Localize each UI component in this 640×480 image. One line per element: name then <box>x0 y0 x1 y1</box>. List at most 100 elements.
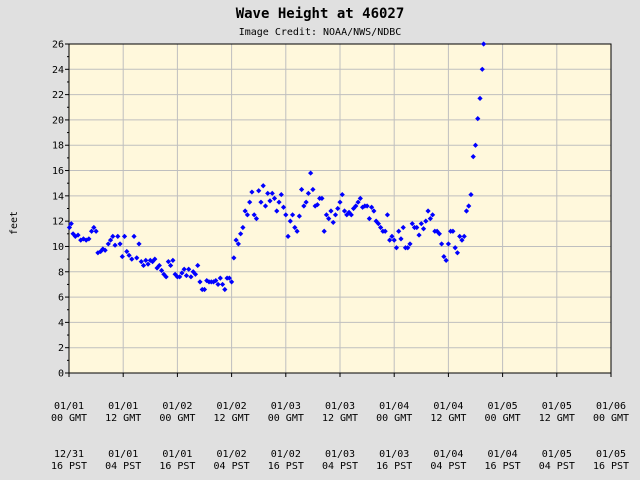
data-point <box>262 203 269 209</box>
data-point <box>337 199 343 205</box>
data-point <box>121 233 128 239</box>
data-point <box>253 216 260 222</box>
y-tick-label: 22 <box>52 90 64 101</box>
data-point <box>215 281 221 288</box>
y-tick-label: 0 <box>58 369 64 380</box>
data-point <box>294 228 300 234</box>
data-point <box>384 212 391 218</box>
data-point <box>88 228 95 234</box>
x-tick-local-date: 01/01 <box>108 449 138 460</box>
data-point <box>319 195 325 201</box>
data-point <box>112 242 118 248</box>
data-point <box>344 212 350 218</box>
data-point <box>341 208 348 214</box>
data-point <box>256 188 262 194</box>
y-tick-label: 4 <box>58 318 64 329</box>
x-tick-local-time: 16 PST <box>51 461 87 472</box>
data-point <box>107 237 114 243</box>
x-tick-gmt-date: 01/02 <box>162 401 192 412</box>
x-tick-local-date: 01/02 <box>271 449 301 460</box>
x-tick-local-date: 01/03 <box>379 449 409 460</box>
data-point <box>197 279 203 285</box>
x-tick-gmt-date: 01/03 <box>325 401 355 412</box>
data-point <box>452 245 458 251</box>
data-point <box>481 41 487 47</box>
y-tick-label: 2 <box>58 343 64 354</box>
data-point <box>425 208 431 214</box>
data-point <box>398 236 404 242</box>
x-tick-local-date: 12/31 <box>54 449 84 460</box>
data-point <box>158 267 165 274</box>
data-point <box>308 170 314 176</box>
x-tick-gmt-time: 00 GMT <box>268 413 304 424</box>
data-point <box>129 256 135 262</box>
data-point <box>86 236 92 242</box>
data-point <box>454 250 461 256</box>
x-tick-gmt-date: 01/05 <box>542 401 572 412</box>
data-point <box>192 271 199 277</box>
data-point <box>287 218 293 224</box>
y-tick-label: 12 <box>52 217 64 228</box>
x-tick-gmt-time: 12 GMT <box>322 413 358 424</box>
data-point <box>222 286 228 293</box>
data-point <box>66 224 73 231</box>
data-point <box>145 261 151 267</box>
data-point <box>393 245 400 251</box>
data-point <box>283 212 289 218</box>
data-point <box>285 233 291 239</box>
data-point <box>213 278 219 284</box>
y-tick-label: 20 <box>52 115 64 126</box>
x-tick-local-date: 01/05 <box>596 449 626 460</box>
x-tick-gmt-time: 12 GMT <box>539 413 575 424</box>
x-tick-gmt-date: 01/04 <box>379 401 409 412</box>
data-point <box>170 257 176 263</box>
data-point <box>238 231 244 237</box>
data-point <box>457 233 463 239</box>
data-point <box>117 241 123 247</box>
data-point <box>119 253 125 260</box>
data-point <box>450 228 456 234</box>
data-point <box>269 190 275 196</box>
data-point <box>396 228 402 234</box>
data-point <box>68 221 74 227</box>
data-point <box>470 154 476 160</box>
x-tick-local-date: 01/01 <box>162 449 192 460</box>
data-point <box>134 255 140 261</box>
data-point <box>387 237 393 243</box>
y-tick-label: 10 <box>52 242 64 253</box>
x-tick-gmt-time: 12 GMT <box>430 413 466 424</box>
data-point <box>278 191 284 198</box>
data-point <box>353 203 359 209</box>
data-point <box>427 216 433 222</box>
data-point <box>375 221 381 227</box>
x-tick-local-time: 04 PST <box>105 461 141 472</box>
data-point <box>249 189 255 195</box>
data-point <box>161 271 167 277</box>
data-point <box>147 257 153 263</box>
data-point <box>364 203 370 209</box>
data-point <box>229 279 235 285</box>
data-point <box>303 199 309 205</box>
data-point <box>289 212 296 218</box>
x-tick-local-time: 04 PST <box>539 461 575 472</box>
data-point <box>179 270 185 276</box>
data-point <box>373 218 379 224</box>
data-point <box>231 255 237 261</box>
data-point <box>181 266 187 272</box>
x-tick-gmt-time: 00 GMT <box>485 413 521 424</box>
data-point <box>271 195 278 201</box>
data-point <box>409 221 415 227</box>
data-point <box>226 275 232 281</box>
data-point <box>152 256 158 262</box>
data-point <box>418 221 424 227</box>
data-points <box>66 41 487 293</box>
x-tick-local-date: 01/05 <box>542 449 572 460</box>
data-point <box>371 208 377 214</box>
data-point <box>265 190 271 196</box>
data-point <box>301 203 307 209</box>
data-point <box>330 219 336 226</box>
data-point <box>240 224 246 231</box>
x-tick-local-date: 01/04 <box>488 449 518 460</box>
data-point <box>124 248 130 255</box>
